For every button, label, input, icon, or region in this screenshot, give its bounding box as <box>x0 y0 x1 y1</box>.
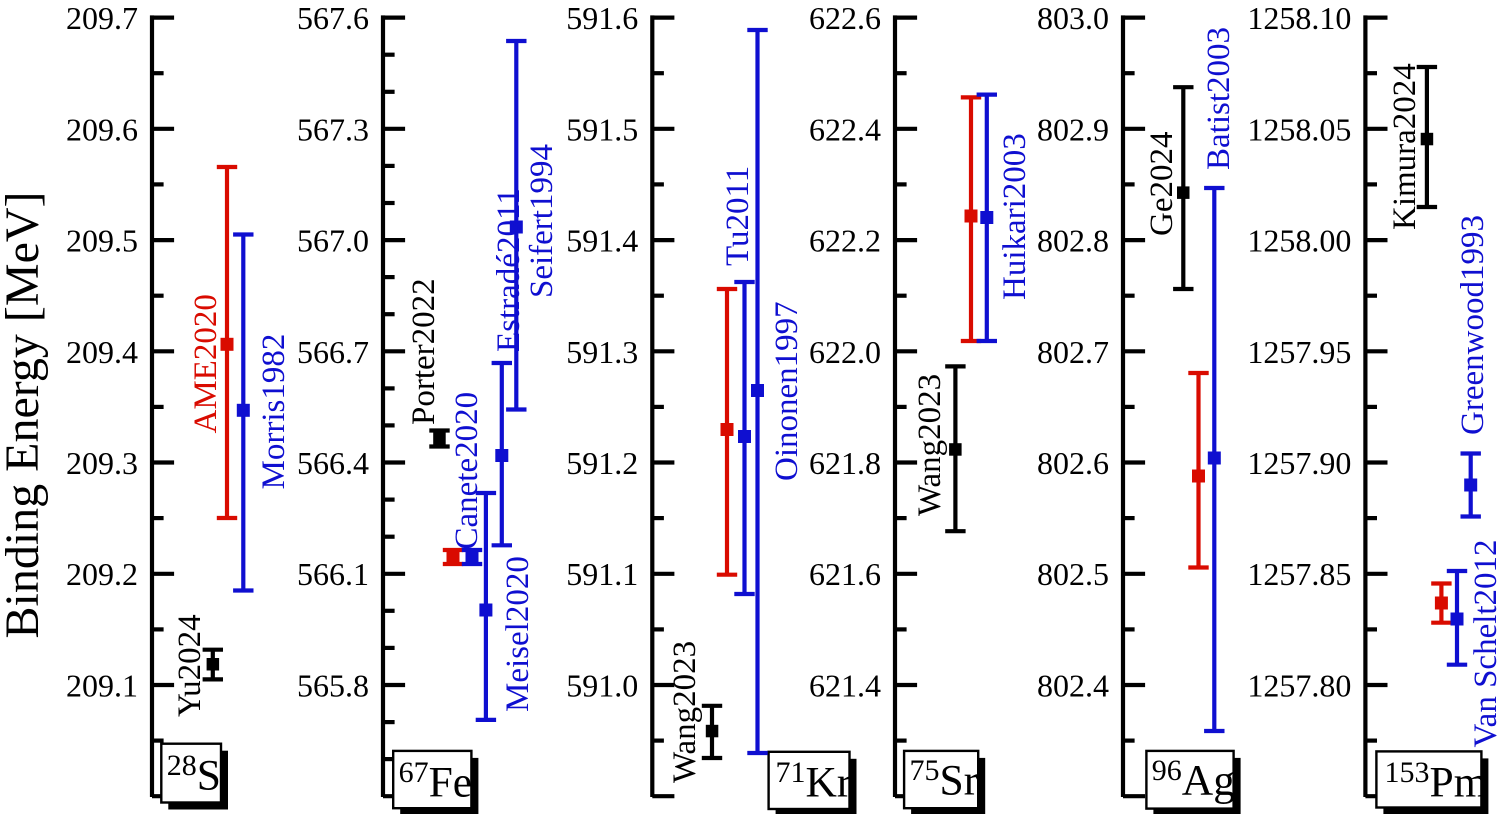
svg-text:Seifert1994: Seifert1994 <box>524 144 560 298</box>
svg-text:209.6: 209.6 <box>66 111 138 147</box>
svg-text:209.2: 209.2 <box>66 556 138 592</box>
svg-text:622.2: 622.2 <box>809 223 881 259</box>
svg-text:591.6: 591.6 <box>566 0 638 36</box>
svg-text:AME2020: AME2020 <box>188 294 224 433</box>
svg-text:Tu2011: Tu2011 <box>720 166 756 266</box>
svg-text:209.1: 209.1 <box>66 668 138 704</box>
svg-text:567.0: 567.0 <box>297 223 369 259</box>
svg-text:622.6: 622.6 <box>809 0 881 36</box>
svg-text:153Pm: 153Pm <box>1385 756 1488 807</box>
svg-text:1257.95: 1257.95 <box>1247 334 1351 370</box>
svg-text:803.0: 803.0 <box>1037 0 1109 36</box>
svg-text:802.4: 802.4 <box>1037 668 1109 704</box>
svg-text:Porter2022: Porter2022 <box>406 278 442 425</box>
svg-text:591.5: 591.5 <box>566 111 638 147</box>
svg-text:67Fe: 67Fe <box>399 756 473 807</box>
svg-text:209.7: 209.7 <box>66 0 138 36</box>
svg-text:567.6: 567.6 <box>297 0 369 36</box>
svg-text:1257.80: 1257.80 <box>1247 668 1351 704</box>
svg-text:591.2: 591.2 <box>566 445 638 481</box>
svg-text:621.8: 621.8 <box>809 445 881 481</box>
svg-text:565.8: 565.8 <box>297 668 369 704</box>
svg-text:621.6: 621.6 <box>809 556 881 592</box>
svg-text:Yu2024: Yu2024 <box>172 614 208 717</box>
svg-text:591.3: 591.3 <box>566 334 638 370</box>
svg-text:1257.85: 1257.85 <box>1247 556 1351 592</box>
svg-text:Wang2023: Wang2023 <box>667 641 703 783</box>
svg-text:Wang2023: Wang2023 <box>912 374 948 516</box>
svg-text:75Sr: 75Sr <box>910 754 979 805</box>
svg-text:622.0: 622.0 <box>809 334 881 370</box>
svg-text:209.5: 209.5 <box>66 223 138 259</box>
svg-text:209.4: 209.4 <box>66 334 138 370</box>
svg-text:802.8: 802.8 <box>1037 223 1109 259</box>
svg-text:621.4: 621.4 <box>809 668 881 704</box>
svg-text:Meisel2020: Meisel2020 <box>500 556 536 712</box>
svg-text:566.1: 566.1 <box>297 556 369 592</box>
svg-text:1258.05: 1258.05 <box>1247 111 1351 147</box>
svg-text:Canete2020: Canete2020 <box>449 392 485 550</box>
svg-text:802.6: 802.6 <box>1037 445 1109 481</box>
svg-text:802.9: 802.9 <box>1037 111 1109 147</box>
svg-text:567.3: 567.3 <box>297 111 369 147</box>
svg-text:Ge2024: Ge2024 <box>1144 132 1180 236</box>
svg-text:Estradé2011: Estradé2011 <box>491 188 527 352</box>
svg-text:71Kr: 71Kr <box>776 756 852 807</box>
svg-text:96Ag: 96Ag <box>1152 754 1235 805</box>
svg-text:Huikari2003: Huikari2003 <box>997 133 1033 300</box>
svg-text:622.4: 622.4 <box>809 111 881 147</box>
svg-text:802.5: 802.5 <box>1037 556 1109 592</box>
svg-text:566.7: 566.7 <box>297 334 369 370</box>
svg-text:1258.00: 1258.00 <box>1247 223 1351 259</box>
svg-text:591.1: 591.1 <box>566 556 638 592</box>
svg-text:209.3: 209.3 <box>66 445 138 481</box>
svg-text:1257.90: 1257.90 <box>1247 445 1351 481</box>
svg-text:Kimura2024: Kimura2024 <box>1387 63 1423 230</box>
svg-text:Morris1982: Morris1982 <box>256 334 292 490</box>
svg-text:1258.10: 1258.10 <box>1247 0 1351 36</box>
svg-text:Greenwood1993: Greenwood1993 <box>1455 215 1491 435</box>
svg-text:28S: 28S <box>167 749 221 800</box>
svg-text:Oinonen1997: Oinonen1997 <box>769 301 805 481</box>
svg-text:Batist2003: Batist2003 <box>1201 27 1237 170</box>
svg-text:Van Schelt2012: Van Schelt2012 <box>1468 539 1502 747</box>
svg-text:Binding Energy [MeV]: Binding Energy [MeV] <box>0 191 49 638</box>
svg-text:591.4: 591.4 <box>566 223 638 259</box>
svg-text:591.0: 591.0 <box>566 668 638 704</box>
svg-text:802.7: 802.7 <box>1037 334 1109 370</box>
svg-text:566.4: 566.4 <box>297 445 369 481</box>
